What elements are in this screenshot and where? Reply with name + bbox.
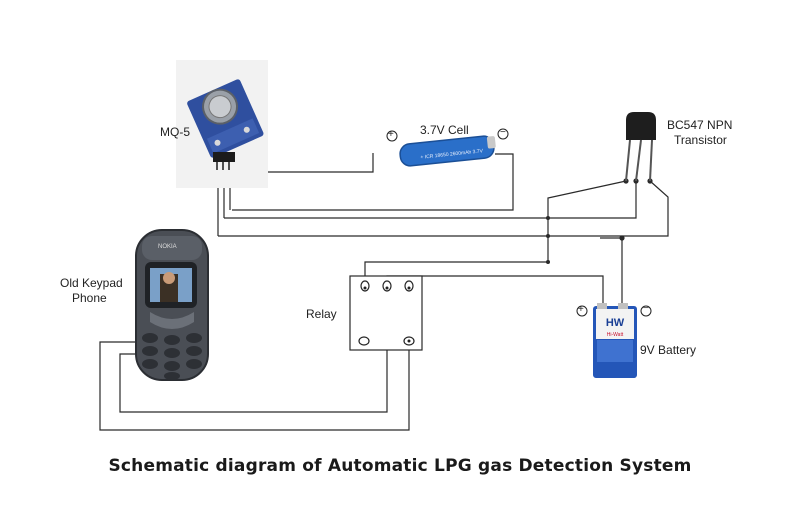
cell-neg-label: − — [500, 127, 506, 138]
wire-relay-to-phone-1 — [119, 288, 388, 413]
cell-label: 3.7V Cell — [420, 123, 469, 137]
transistor-label-line1: BC547 NPN — [667, 118, 733, 132]
diagram-title: Schematic diagram of Automatic LPG gas D… — [108, 456, 692, 476]
relay-label: Relay — [306, 307, 337, 321]
wire-transistor-to-relay — [364, 180, 627, 284]
relay-box — [349, 275, 423, 351]
phone-label-line1: Old Keypad — [60, 276, 123, 290]
wire-cell-left — [230, 153, 374, 173]
phone-brand: NOKIA — [158, 244, 177, 250]
wire-cell-right — [232, 153, 514, 211]
cell-pos-terminal-icon — [386, 130, 398, 142]
lithium-cell: + ICR 18650 2600mAh 3.7V — [399, 135, 496, 167]
transistor-label-line2: Transistor — [674, 133, 727, 147]
battery-label: 9V Battery — [640, 343, 697, 357]
mq5-label: MQ-5 — [160, 125, 190, 139]
battery-brand-sub: Hi-Watt — [607, 332, 624, 338]
cell-neg-terminal-icon — [497, 128, 509, 140]
mq5-sensor-module — [176, 60, 268, 188]
wires — [99, 153, 669, 431]
battery-brand: HW — [606, 317, 625, 329]
cell-pos-label: + — [388, 129, 394, 140]
wire-sensor-ground — [218, 180, 669, 237]
battery-neg-terminal-icon — [640, 305, 652, 317]
wire-relay-to-phone-2 — [99, 341, 410, 431]
battery-neg-label: − — [643, 303, 649, 314]
keypad-phone — [135, 229, 209, 381]
phone-label-line2: Phone — [72, 291, 107, 305]
wire-sensor-to-transistor — [224, 181, 637, 219]
battery-pos-label: + — [578, 304, 584, 315]
battery-pos-terminal-icon — [576, 305, 588, 317]
wire-junctions — [546, 178, 653, 264]
bc547-transistor — [625, 112, 656, 182]
nine-volt-battery: HW Hi-Watt — [593, 303, 637, 378]
